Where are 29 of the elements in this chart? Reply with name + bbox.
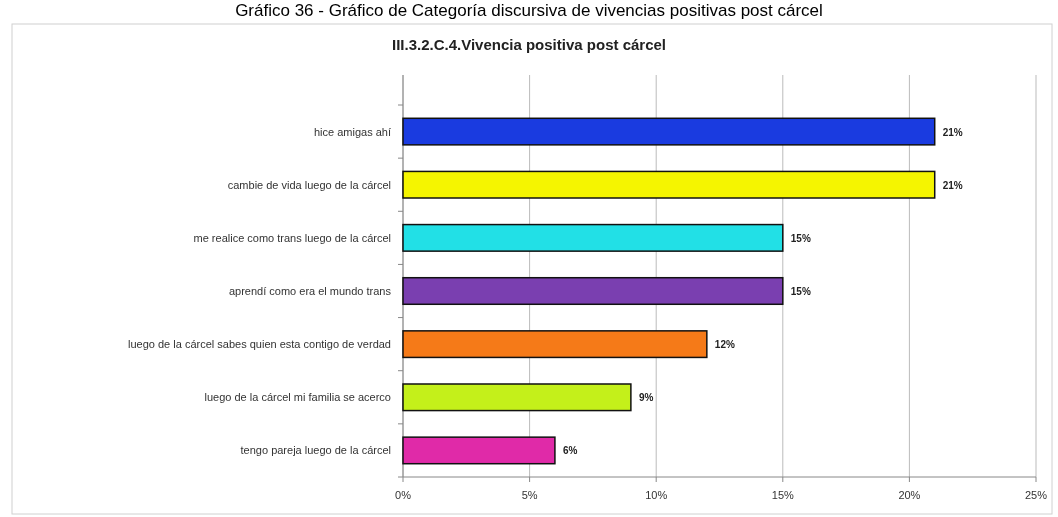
data-label: 6% — [562, 445, 578, 457]
bar — [402, 276, 784, 306]
bar — [402, 330, 708, 359]
bar — [402, 117, 936, 146]
y-tick-label: me realice como trans luego de la cárcel — [193, 231, 391, 244]
data-label: 15% — [790, 232, 811, 244]
bar — [402, 436, 556, 465]
data-label: 12% — [714, 339, 735, 351]
chart-title: III.3.2.C.4.Vivencia positiva post cárcel — [391, 36, 667, 53]
y-tick-label: aprendí como era el mundo trans — [228, 285, 392, 297]
y-tick-label: cambie de vida luego de la cárcel — [227, 178, 391, 191]
bar — [402, 170, 936, 199]
x-tick-label: 10% — [645, 489, 668, 501]
y-tick-label: luego de la cárcel sabes quien esta contigo de verdad — [128, 338, 391, 351]
text: Gráfico 36 - Gráfico de Categoría discursiva de vivencias positivas post cárcel — [235, 1, 823, 20]
y-tick-label: hice amigas ahí — [313, 125, 391, 138]
data-label: 21% — [942, 179, 963, 191]
data-label: 9% — [638, 392, 654, 404]
bar — [402, 223, 784, 252]
data-label: 15% — [790, 286, 811, 297]
bar — [402, 383, 632, 412]
x-tick-label: 20% — [898, 489, 921, 501]
x-tick-label: 25% — [1024, 489, 1048, 501]
x-tick-label: 15% — [771, 489, 795, 501]
y-tick-label: luego de la cárcel mi familia se acerco — [204, 391, 391, 404]
x-tick-label: 0% — [395, 489, 412, 501]
data-label: 21% — [942, 126, 963, 138]
x-tick-label: 5% — [521, 489, 538, 501]
y-tick-label: tengo pareja luego de la cárcel — [240, 444, 391, 457]
